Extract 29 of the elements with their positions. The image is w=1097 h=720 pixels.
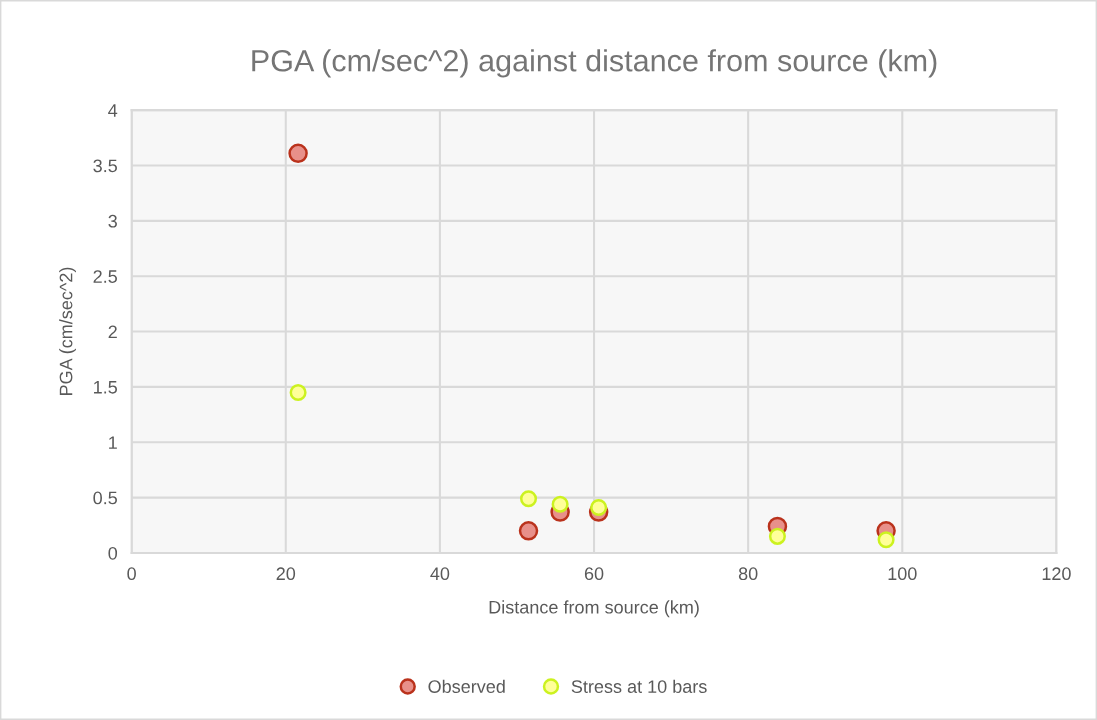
point: [877, 531, 895, 549]
x-tick-label: 60: [584, 567, 604, 581]
y-tick-label: 1.5: [94, 381, 117, 394]
y-tick-label: 4: [108, 104, 118, 117]
y-tick-label: 0: [108, 546, 118, 560]
y-tick-label: 1: [109, 436, 117, 449]
y-tick-label: 3.5: [93, 159, 117, 173]
y-tick-label: 2: [108, 325, 117, 339]
x-tick-label: 0: [127, 567, 136, 581]
y-tick-label: 3: [108, 214, 117, 228]
point: [519, 490, 538, 508]
point: [518, 521, 539, 541]
point: [590, 499, 608, 517]
y-tick-label: 0.5: [93, 491, 117, 505]
x-tick-label: 40: [430, 567, 450, 581]
chart-title: PGA (cm/sec^2) against distance from source (km): [252, 49, 937, 78]
y-axis-title: PGA (cm/sec^2): [59, 267, 76, 396]
x-tick-label: 20: [276, 567, 296, 581]
legend-label: Stress at 10 bars: [571, 679, 707, 693]
point: [288, 143, 308, 164]
point: [551, 495, 569, 513]
legend-label: Observed: [428, 679, 505, 693]
x-tick-label: 80: [738, 567, 758, 581]
x-tick-label: 120: [1042, 567, 1071, 581]
point: [289, 383, 307, 401]
point: [768, 527, 786, 545]
y-tick-label: 2.5: [93, 270, 117, 283]
x-tick-label: 100: [888, 567, 917, 581]
x-axis-title: Distance from source (km): [489, 600, 699, 618]
